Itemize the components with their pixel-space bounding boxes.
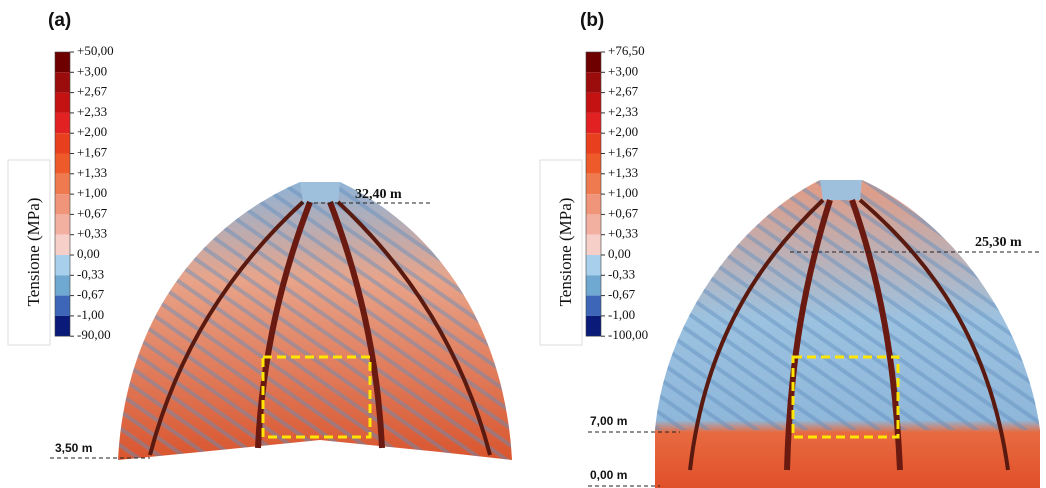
- legend-swatch: [586, 296, 601, 316]
- legend-swatch: [586, 174, 601, 194]
- legend-swatch: [55, 72, 70, 92]
- legend-swatch: [586, 154, 601, 174]
- legend-swatch: [55, 214, 70, 234]
- legend-swatch: [55, 133, 70, 153]
- legend-swatch: [586, 316, 601, 336]
- legend-swatch: [586, 275, 601, 295]
- legend-label: +0,33: [77, 226, 107, 241]
- legend-label: -0,33: [77, 266, 104, 281]
- legend-label: +2,00: [608, 124, 638, 139]
- dome-a: [50, 182, 512, 460]
- legend-swatch: [586, 52, 601, 72]
- legend-label: -0,67: [77, 287, 105, 302]
- legend-label: +1,67: [608, 144, 639, 159]
- legend-label: 0,00: [608, 246, 631, 261]
- legend-swatch: [55, 93, 70, 113]
- legend-label: +3,00: [608, 63, 638, 78]
- legend-label: -90,00: [77, 327, 111, 342]
- legend-label: +50,00: [77, 43, 114, 58]
- level-label: 3,50 m: [55, 441, 92, 455]
- legend-label: +3,00: [77, 63, 107, 78]
- legend-swatch: [55, 296, 70, 316]
- legend-label: +0,67: [608, 205, 639, 220]
- figure: (a) +50,00 +3,00 +2,67 +2,33 +2,00 +1,67 +1,33 +…: [0, 0, 1046, 488]
- legend-label: +2,33: [77, 104, 107, 119]
- dome-b: [588, 180, 1040, 488]
- legend-label: +1,00: [608, 185, 638, 200]
- legend-swatch: [55, 316, 70, 336]
- level-label: 32,40 m: [355, 187, 402, 202]
- panel-label: (b): [580, 10, 604, 31]
- legend-swatch: [586, 93, 601, 113]
- legend-swatch: [55, 154, 70, 174]
- legend-swatch: [586, 113, 601, 133]
- legend-label: +76,50: [608, 43, 645, 58]
- legend-swatch: [55, 113, 70, 133]
- legend-swatch: [55, 174, 70, 194]
- legend-swatch: [586, 214, 601, 234]
- legend-label: +1,67: [77, 144, 108, 159]
- legend-label: +2,33: [608, 104, 638, 119]
- legend-label: -0,33: [608, 266, 635, 281]
- legend-swatch: [586, 72, 601, 92]
- level-label: 7,00 m: [590, 414, 627, 428]
- legend-swatch: [55, 235, 70, 255]
- legend-label: +2,00: [77, 124, 107, 139]
- legend-label: -1,00: [77, 307, 104, 322]
- legend-swatch: [55, 194, 70, 214]
- level-label: 25,30 m: [975, 235, 1022, 250]
- legend-swatch: [586, 194, 601, 214]
- legend-swatch: [586, 133, 601, 153]
- legend-title: Tensione (MPa): [24, 198, 43, 307]
- legend-label: -100,00: [608, 327, 648, 342]
- legend-label: +1,33: [77, 165, 107, 180]
- legend-swatch: [55, 275, 70, 295]
- legend-swatch: [55, 52, 70, 72]
- legend-swatch: [586, 235, 601, 255]
- legend-label: +1,33: [608, 165, 638, 180]
- legend-swatch: [55, 255, 70, 275]
- legend-swatch: [586, 255, 601, 275]
- legend-label: -0,67: [608, 287, 636, 302]
- legend-title: Tensione (MPa): [556, 198, 575, 307]
- level-label: 0,00 m: [590, 468, 627, 482]
- legend-label: +2,67: [77, 84, 108, 99]
- legend-label: +2,67: [608, 84, 639, 99]
- legend-label: +0,33: [608, 226, 638, 241]
- legend-label: +1,00: [77, 185, 107, 200]
- legend-label: -1,00: [608, 307, 635, 322]
- legend-label: 0,00: [77, 246, 100, 261]
- legend-label: +0,67: [77, 205, 108, 220]
- panel-label: (a): [48, 10, 71, 31]
